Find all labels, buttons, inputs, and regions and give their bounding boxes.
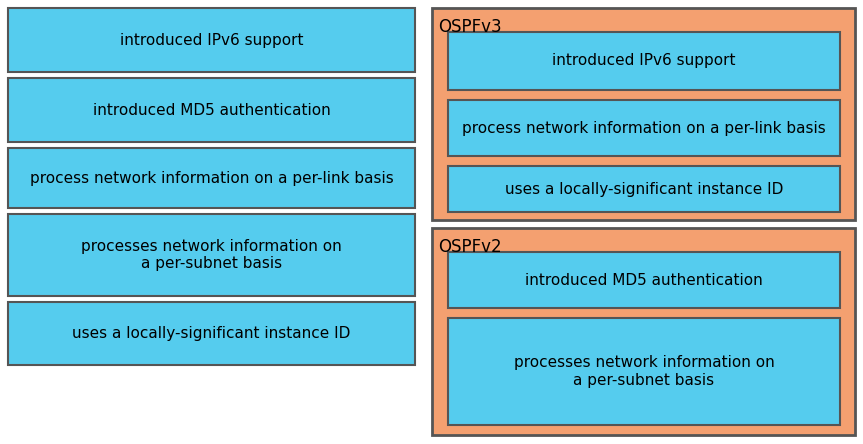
Text: introduced IPv6 support: introduced IPv6 support [552,53,736,68]
Text: process network information on a per-link basis: process network information on a per-lin… [462,120,826,135]
Bar [448,252,840,308]
Text: process network information on a per-link basis: process network information on a per-lin… [29,170,394,186]
Text: OSPFv2: OSPFv2 [438,238,501,256]
Bar [8,214,415,296]
Bar [448,100,840,156]
Bar [432,228,855,435]
Text: uses a locally-significant instance ID: uses a locally-significant instance ID [505,182,784,197]
Text: introduced MD5 authentication: introduced MD5 authentication [525,273,763,288]
Bar [448,166,840,212]
Bar [8,78,415,142]
Text: OSPFv3: OSPFv3 [438,18,501,36]
Text: introduced IPv6 support: introduced IPv6 support [120,32,303,48]
Bar [448,32,840,90]
Bar [432,8,855,220]
Bar [8,148,415,208]
Text: uses a locally-significant instance ID: uses a locally-significant instance ID [72,326,350,341]
Text: introduced MD5 authentication: introduced MD5 authentication [92,103,331,118]
Bar [8,302,415,365]
Bar [448,318,840,425]
Text: processes network information on
a per-subnet basis: processes network information on a per-s… [513,355,774,388]
Text: processes network information on
a per-subnet basis: processes network information on a per-s… [81,239,342,271]
Bar [8,8,415,72]
